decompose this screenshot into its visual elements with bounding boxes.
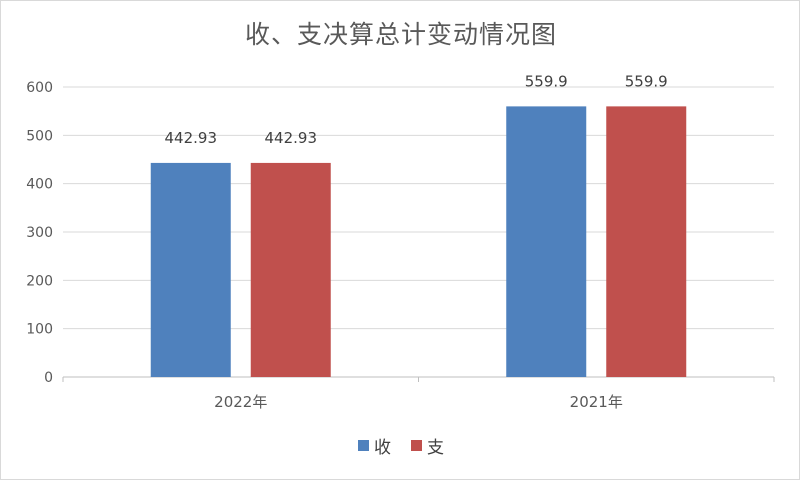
data-label: 559.9 xyxy=(525,72,568,90)
data-label: 442.93 xyxy=(165,129,218,147)
y-tick-label: 0 xyxy=(44,370,53,386)
chart-title: 收、支决算总计变动情况图 xyxy=(244,20,557,49)
x-tick-label: 2022年 xyxy=(214,393,267,411)
x-tick-label: 2021年 xyxy=(570,393,623,411)
data-label: 559.9 xyxy=(625,72,668,90)
bar-expense xyxy=(250,162,331,377)
y-tick-label: 300 xyxy=(26,225,53,241)
data-label: 442.93 xyxy=(265,129,318,147)
bar-income xyxy=(150,162,231,377)
bar-income xyxy=(506,106,587,378)
legend-item-expense: 支 xyxy=(411,433,444,458)
bar-expense xyxy=(606,106,687,378)
y-tick-label: 200 xyxy=(26,273,53,289)
legend-swatch-expense xyxy=(411,440,422,451)
legend-item-income: 收 xyxy=(358,433,391,458)
legend-label-expense: 支 xyxy=(427,438,444,458)
legend-swatch-income xyxy=(358,440,369,451)
y-tick-label: 500 xyxy=(26,128,53,144)
chart-legend: 收 支 xyxy=(1,433,800,458)
y-tick-label: 100 xyxy=(26,322,53,338)
legend-label-income: 收 xyxy=(374,438,391,458)
y-tick-label: 400 xyxy=(26,177,53,193)
y-tick-label: 600 xyxy=(26,80,53,96)
